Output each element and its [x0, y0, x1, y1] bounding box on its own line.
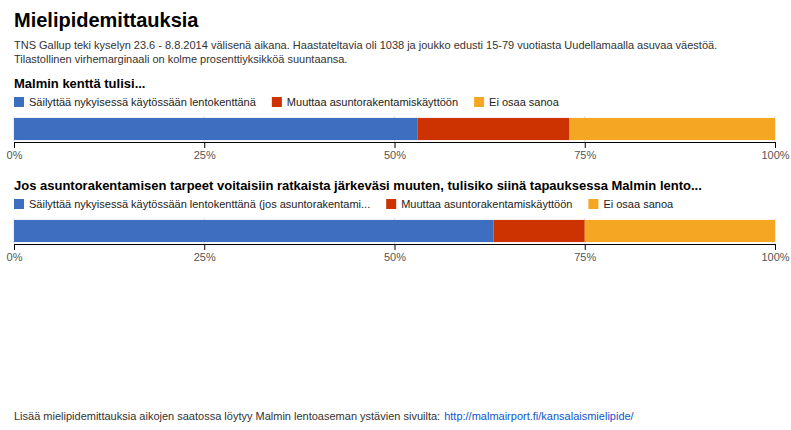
- x-tick-mark: [585, 244, 586, 250]
- x-tick-mark: [585, 142, 586, 148]
- legend-swatch: [386, 199, 396, 209]
- x-tick: 75%: [574, 142, 596, 161]
- footer-text: Lisää mielipidemittauksia aikojen saatos…: [14, 410, 440, 422]
- legend: Säilyttää nykyisessä käytössään lentoken…: [14, 96, 560, 108]
- footer-link: http://malmairport.fi/kansalaismielipide…: [444, 410, 634, 422]
- legend-label: Säilyttää nykyisessä käytössään lentoken…: [29, 96, 257, 108]
- legend-label: Muuttaa asuntorakentamiskäyttöön: [401, 198, 572, 210]
- x-tick-mark: [204, 244, 205, 250]
- footer: Lisää mielipidemittauksia aikojen saatos…: [14, 410, 635, 422]
- x-tick-label: 50%: [384, 251, 406, 263]
- x-tick-label: 25%: [194, 149, 216, 161]
- x-tick-label: 50%: [384, 149, 406, 161]
- chart-panel: Jos asuntorakentamisen tarpeet voitaisii…: [7, 178, 790, 263]
- legend: Säilyttää nykyisessä käytössään lentoken…: [14, 198, 674, 210]
- legend-label: Muuttaa asuntorakentamiskäyttöön: [287, 96, 458, 108]
- chart-title: Jos asuntorakentamisen tarpeet voitaisii…: [14, 178, 702, 193]
- bar: [570, 118, 775, 140]
- chart-panel: Malmin kenttä tulisi... Säilyttää nykyise…: [7, 76, 790, 161]
- x-tick: 25%: [194, 244, 216, 263]
- x-tick-label: 100%: [761, 251, 789, 263]
- x-tick: 75%: [574, 244, 596, 263]
- x-tick: 0%: [7, 142, 23, 161]
- axis-domain: [15, 143, 776, 149]
- x-tick-label: 0%: [7, 251, 23, 263]
- chart-title: Malmin kenttä tulisi...: [14, 76, 145, 91]
- x-tick: 0%: [7, 244, 23, 263]
- legend-item: Säilyttää nykyisessä käytössään lentoken…: [14, 198, 370, 210]
- page-title: Mielipidemittauksia: [14, 9, 199, 31]
- x-tick: 100%: [761, 244, 789, 263]
- x-tick-mark: [14, 244, 15, 250]
- legend-item: Muuttaa asuntorakentamiskäyttöön: [272, 96, 458, 108]
- x-tick-mark: [204, 142, 205, 148]
- x-tick: 25%: [194, 142, 216, 161]
- bar: [14, 220, 493, 242]
- chart-container: Mielipidemittauksia TNS Gallup teki kysel…: [0, 0, 791, 430]
- legend-label: Ei osaa sanoa: [489, 96, 560, 108]
- bar-series: [417, 118, 569, 140]
- bar-series: [493, 220, 584, 242]
- bar-series: [14, 220, 493, 242]
- text-line: Jos asuntorakentamisen tarpeet voitaisii…: [14, 178, 702, 193]
- legend-label: Säilyttää nykyisessä käytössään lentoken…: [29, 198, 370, 210]
- x-tick-mark: [395, 142, 396, 148]
- bar: [14, 118, 417, 140]
- bar-series: [570, 118, 775, 140]
- axis-domain: [15, 245, 776, 251]
- x-tick: 100%: [761, 142, 789, 161]
- x-tick-label: 75%: [574, 149, 596, 161]
- legend-swatch: [474, 97, 484, 107]
- legend-swatch: [14, 199, 24, 209]
- legend-item: Ei osaa sanoa: [474, 96, 560, 108]
- x-tick-mark: [14, 142, 15, 148]
- grid: [14, 218, 775, 244]
- x-tick-mark: [775, 244, 776, 250]
- bars: [14, 220, 775, 242]
- text-line: Tilastollinen virhemarginaali on kolme p…: [14, 53, 347, 65]
- text-line: Malmin kenttä tulisi...: [14, 76, 145, 91]
- legend-swatch: [14, 97, 24, 107]
- legend-item: Ei osaa sanoa: [588, 198, 674, 210]
- legend-label: Ei osaa sanoa: [603, 198, 674, 210]
- bar: [585, 220, 775, 242]
- legend-swatch: [588, 199, 598, 209]
- x-tick: 50%: [384, 244, 406, 263]
- bar: [417, 118, 569, 140]
- grid: [14, 116, 775, 142]
- legend-swatch: [272, 97, 282, 107]
- legend-item: Muuttaa asuntorakentamiskäyttöön: [386, 198, 572, 210]
- x-axis: 0% 25% 50% 75% 100%: [7, 142, 790, 161]
- x-tick-mark: [395, 244, 396, 250]
- x-tick-label: 100%: [761, 149, 789, 161]
- bar-series: [585, 220, 775, 242]
- legend-item: Säilyttää nykyisessä käytössään lentoken…: [14, 96, 257, 108]
- subtitle: TNS Gallup teki kyselyn 23.6 - 8.8.2014 …: [14, 39, 717, 65]
- x-tick: 50%: [384, 142, 406, 161]
- bar-series: [14, 118, 417, 140]
- x-tick-mark: [775, 142, 776, 148]
- x-tick-label: 0%: [7, 149, 23, 161]
- bars: [14, 118, 775, 140]
- x-tick-label: 25%: [194, 251, 216, 263]
- chart-svg: Mielipidemittauksia TNS Gallup teki kysel…: [0, 0, 791, 430]
- x-tick-label: 75%: [574, 251, 596, 263]
- text-line: TNS Gallup teki kyselyn 23.6 - 8.8.2014 …: [14, 39, 717, 51]
- x-axis: 0% 25% 50% 75% 100%: [7, 244, 790, 263]
- bar: [493, 220, 584, 242]
